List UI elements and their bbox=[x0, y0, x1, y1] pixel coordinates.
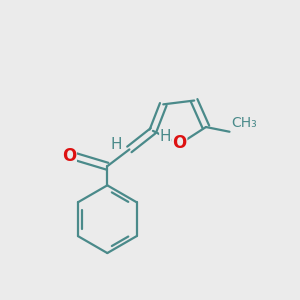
Text: H: H bbox=[110, 136, 122, 152]
Text: CH₃: CH₃ bbox=[231, 116, 257, 130]
Text: O: O bbox=[172, 134, 187, 152]
Text: H: H bbox=[160, 129, 171, 144]
Text: O: O bbox=[62, 148, 76, 166]
